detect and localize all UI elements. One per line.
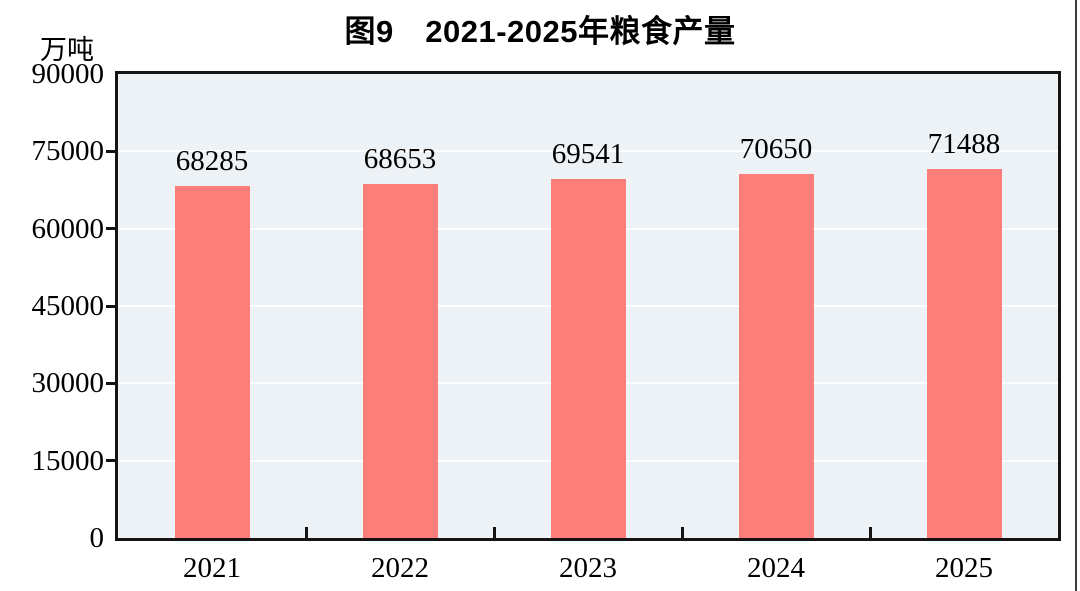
bar-value-label: 68285 [175, 145, 249, 177]
y-tick-label: 0 [89, 522, 105, 554]
gridline [118, 150, 1058, 153]
x-category-label: 2025 [935, 552, 993, 584]
bar-2022 [362, 184, 438, 538]
x-category-label: 2024 [747, 552, 805, 584]
x-tick [868, 527, 872, 538]
x-tick [304, 527, 308, 538]
y-tick-label: 30000 [31, 367, 105, 400]
y-tick-label: 15000 [31, 444, 105, 477]
chart-title: 图9 2021-2025年粮食产量 [344, 14, 736, 49]
bar-2021 [174, 186, 250, 538]
plot-area: 68285 68653 69541 70650 71488 [115, 71, 1061, 541]
page-edge-divider [1075, 0, 1077, 591]
bar-2024 [738, 174, 814, 538]
y-tick [106, 381, 116, 385]
y-axis-unit-label: 万吨 [40, 35, 94, 65]
x-category-label: 2023 [559, 552, 617, 584]
bar-value-label: 69541 [551, 138, 625, 170]
y-tick-label: 75000 [31, 135, 105, 168]
x-category-label: 2021 [183, 552, 241, 584]
bar-value-label: 70650 [739, 133, 813, 165]
bar-2023 [550, 179, 626, 538]
bar-value-label: 68653 [363, 143, 437, 175]
x-tick [492, 527, 496, 538]
y-tick [106, 459, 116, 463]
y-tick [106, 304, 116, 308]
y-tick [106, 227, 116, 231]
x-tick [680, 527, 684, 538]
bar-2025 [926, 169, 1002, 538]
y-tick [106, 149, 116, 153]
x-category-label: 2022 [371, 552, 429, 584]
y-tick-label: 45000 [31, 290, 105, 322]
y-tick-label: 90000 [31, 58, 105, 90]
y-tick-label: 60000 [31, 212, 105, 245]
bar-value-label: 71488 [927, 128, 1001, 160]
